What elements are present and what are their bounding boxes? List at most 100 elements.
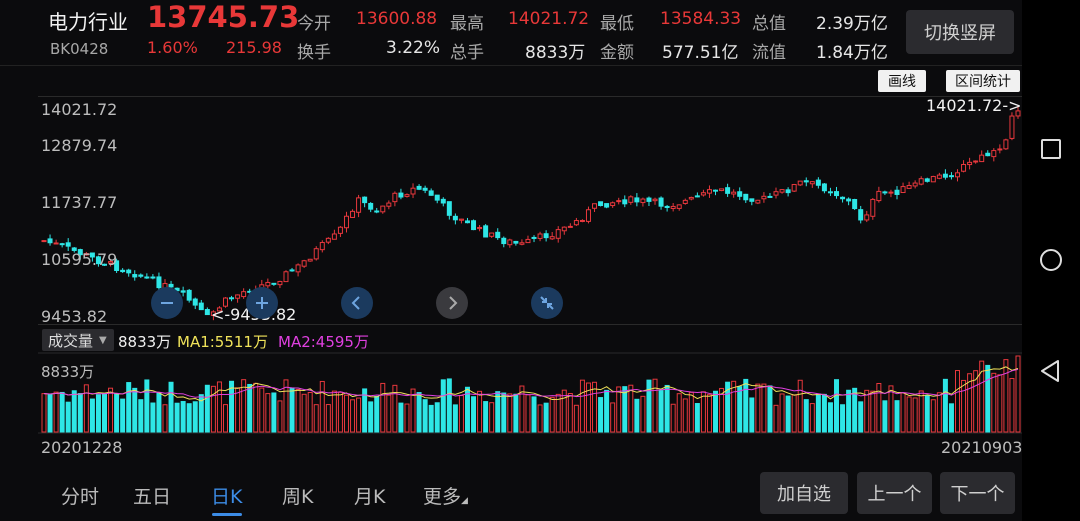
volume-bar xyxy=(767,385,773,433)
scroll-right-button[interactable] xyxy=(436,287,468,319)
price-axis-label: 14021.72 xyxy=(41,100,118,119)
draw-line-button[interactable]: 画线 xyxy=(878,70,926,92)
tab-five-day[interactable]: 五日 xyxy=(133,486,172,508)
volume-bar xyxy=(900,392,906,433)
volume-bar xyxy=(906,396,912,433)
volume-ma-line xyxy=(43,366,1019,402)
volume-bar xyxy=(356,397,362,433)
recent-apps-button[interactable] xyxy=(1035,133,1067,165)
volume-bar xyxy=(519,385,525,433)
high-value: 14021.72 xyxy=(508,9,590,29)
volume-bar xyxy=(434,402,440,433)
volume-bar xyxy=(682,398,688,433)
tab-daily-k[interactable]: 日K xyxy=(211,486,243,508)
volume-bar xyxy=(936,392,942,433)
amount-label: 金额 xyxy=(600,43,634,63)
volume-bar xyxy=(930,399,936,433)
volume-bar xyxy=(918,390,924,433)
volume-bar xyxy=(192,401,198,433)
volume-bar xyxy=(289,387,295,433)
volume-bar xyxy=(350,399,356,433)
back-button[interactable] xyxy=(1035,355,1067,387)
indicator-select[interactable]: 成交量 ▼ xyxy=(42,329,114,351)
change-percent: 1.60% xyxy=(147,38,198,57)
volume-bar xyxy=(670,403,676,433)
volume-bar xyxy=(458,395,464,433)
range-stats-button[interactable]: 区间统计 xyxy=(946,70,1020,92)
volume-bar xyxy=(77,393,83,433)
collapse-arrows-icon xyxy=(540,296,554,310)
volume-bar xyxy=(65,401,71,433)
switch-portrait-button[interactable]: 切换竖屏 xyxy=(906,10,1014,54)
price-axis-label: 10595.79 xyxy=(41,250,118,269)
tab-more-label: 更多 xyxy=(423,486,462,508)
volume-bar xyxy=(198,394,204,433)
volume-bar xyxy=(761,383,767,433)
volume-bar xyxy=(561,389,567,433)
plus-icon xyxy=(256,297,268,309)
scroll-left-button[interactable] xyxy=(341,287,373,319)
volume-bar xyxy=(694,403,700,433)
add-watchlist-button[interactable]: 加自选 xyxy=(760,472,848,514)
volume-bar xyxy=(144,379,150,433)
volume-bar xyxy=(162,404,168,433)
volume-bar xyxy=(555,393,561,433)
candlestick-chart-frame[interactable] xyxy=(38,96,1022,325)
volume-bar xyxy=(840,404,846,433)
tab-weekly-k[interactable]: 周K xyxy=(282,486,314,508)
volume-bar xyxy=(779,393,785,433)
collapse-button[interactable] xyxy=(531,287,563,319)
volume-bar xyxy=(628,384,634,433)
volume-bar xyxy=(507,393,513,433)
volume-bar xyxy=(428,404,434,433)
volume-bar xyxy=(658,390,664,433)
volume-bar xyxy=(259,387,265,433)
volume-bar xyxy=(864,389,870,433)
volume-bar xyxy=(392,384,398,433)
volume-bar xyxy=(247,383,253,433)
volume-bar xyxy=(870,390,876,433)
volume-bar xyxy=(114,393,120,433)
zoom-out-button[interactable] xyxy=(151,287,183,319)
volume-bar xyxy=(948,403,954,433)
volume-bar xyxy=(368,401,374,433)
zoom-in-button[interactable] xyxy=(246,287,278,319)
prev-stock-button[interactable]: 上一个 xyxy=(857,472,932,514)
tab-monthly-k[interactable]: 月K xyxy=(354,486,386,508)
volume-bar xyxy=(126,382,132,433)
volume-bar xyxy=(501,392,507,433)
home-button[interactable] xyxy=(1035,244,1067,276)
volume-bar xyxy=(743,378,749,433)
tab-more[interactable]: 更多◢ xyxy=(423,482,468,509)
active-tab-indicator xyxy=(212,513,242,516)
float-value: 1.84万亿 xyxy=(816,43,888,63)
corner-triangle-icon: ◢ xyxy=(461,496,468,506)
volume-bar xyxy=(567,392,573,433)
next-stock-button[interactable]: 下一个 xyxy=(940,472,1015,514)
volume-bar xyxy=(495,391,501,433)
volume-bar xyxy=(598,397,604,433)
volume-bar xyxy=(610,402,616,433)
volume-bar xyxy=(640,395,646,433)
mktcap-label: 总值 xyxy=(752,14,786,34)
tab-intraday[interactable]: 分时 xyxy=(61,486,100,508)
volume-bar xyxy=(229,380,235,433)
volume-bar xyxy=(95,394,101,433)
volume-bar xyxy=(688,391,694,433)
volume-bar xyxy=(253,382,259,433)
volume-bar xyxy=(888,385,894,433)
volume-bar xyxy=(222,404,228,433)
volume-bar xyxy=(592,381,598,433)
caret-down-icon: ▼ xyxy=(99,334,107,346)
volume-bar xyxy=(676,393,682,433)
volume-axis-label: 8833万 xyxy=(41,363,95,381)
volume-bar xyxy=(967,373,973,433)
open-value: 13600.88 xyxy=(356,9,438,29)
volume-bar xyxy=(585,382,591,433)
volume-bar xyxy=(120,398,126,433)
volume-ma1: MA1:5511万 xyxy=(177,333,268,351)
volume-bar xyxy=(797,379,803,433)
volume-bar xyxy=(858,401,864,433)
volume-bar xyxy=(809,403,815,433)
volume-bar xyxy=(1003,359,1009,433)
